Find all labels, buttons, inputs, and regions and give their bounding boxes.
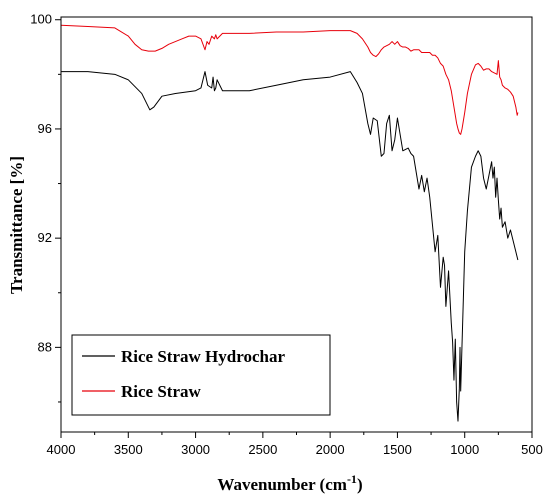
- x-axis: 4000 3500 3000 2500 2000 1500 1000 500: [47, 432, 543, 457]
- x-axis-title: Wavenumber (cm-1): [217, 472, 362, 494]
- series-line-1: [60, 24, 519, 135]
- y-tick-label-92: 92: [38, 230, 52, 245]
- x-axis-title-suffix: ): [357, 475, 363, 494]
- x-tick-label-2500: 2500: [248, 442, 277, 457]
- y-tick-label-96: 96: [38, 121, 52, 136]
- y-tick-label-88: 88: [38, 339, 52, 354]
- legend-label-hydrochar: Rice Straw Hydrochar: [121, 347, 285, 366]
- legend: Rice Straw Hydrochar Rice Straw: [71, 334, 331, 416]
- series-line-0: [61, 71, 519, 422]
- legend-box: [71, 334, 331, 416]
- y-axis-title: Transmittance [%]: [7, 156, 26, 294]
- y-axis: 88 92 96 100: [30, 12, 61, 403]
- x-tick-label-500: 500: [521, 442, 543, 457]
- series-layer: [60, 24, 519, 422]
- x-tick-label-3000: 3000: [181, 442, 210, 457]
- x-axis-title-superscript: -1: [347, 472, 357, 486]
- legend-label-rice-straw: Rice Straw: [121, 382, 202, 401]
- y-tick-label-100: 100: [30, 12, 52, 27]
- x-tick-label-2000: 2000: [316, 442, 345, 457]
- x-tick-label-4000: 4000: [47, 442, 76, 457]
- x-tick-label-3500: 3500: [114, 442, 143, 457]
- x-tick-label-1000: 1000: [450, 442, 479, 457]
- x-tick-label-1500: 1500: [383, 442, 412, 457]
